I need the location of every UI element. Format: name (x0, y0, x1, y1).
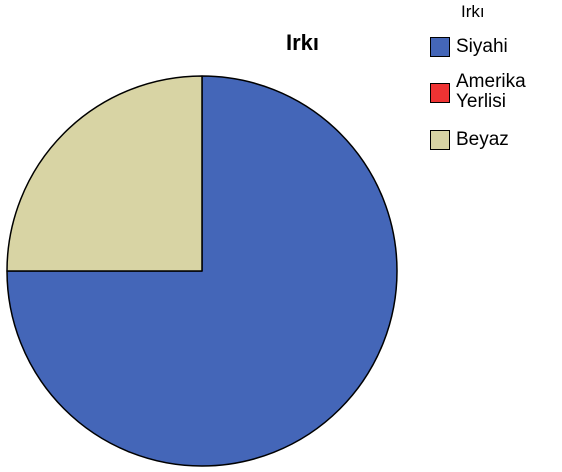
legend-swatch-beyaz (430, 130, 450, 150)
legend-label-beyaz: Beyaz (456, 129, 509, 150)
legend-swatch-siyahi (430, 37, 450, 57)
pie-slice-siyahi (6, 75, 398, 467)
legend-label-amerika-yerlisi: Amerika Yerlisi (456, 71, 526, 112)
legend-title: Irkı (461, 2, 485, 21)
legend-swatch-amerika-yerlisi (430, 83, 450, 103)
pie-slice-beyaz (6, 75, 203, 272)
chart-title: Irkı (285, 30, 320, 55)
legend-label-siyahi: Siyahi (456, 36, 508, 57)
